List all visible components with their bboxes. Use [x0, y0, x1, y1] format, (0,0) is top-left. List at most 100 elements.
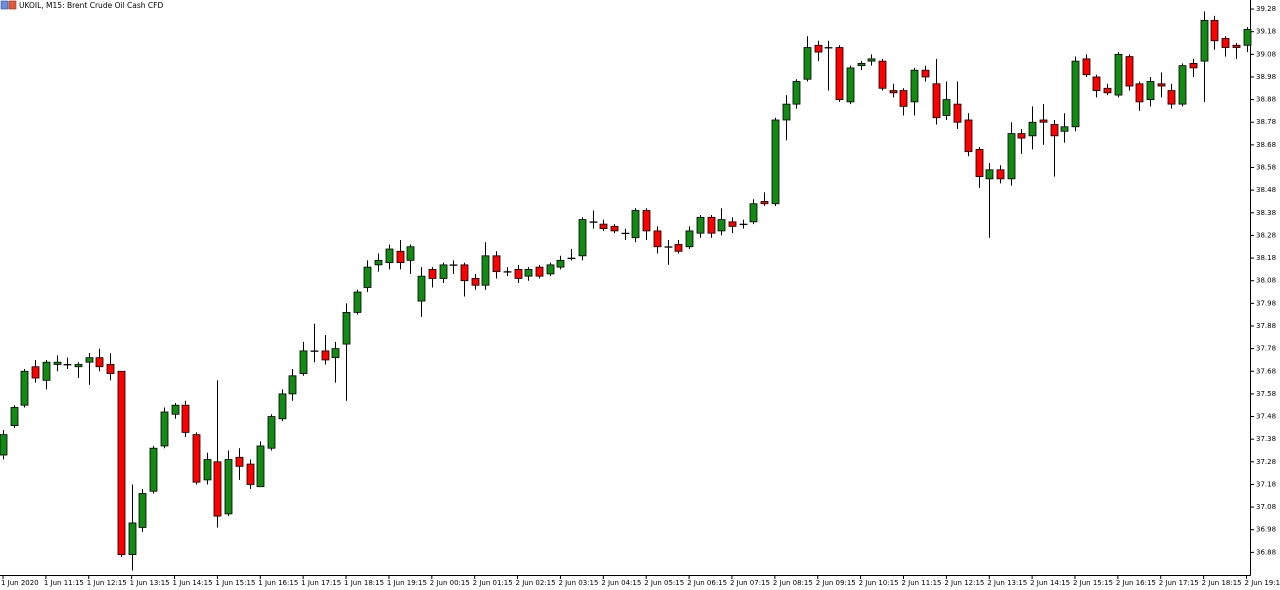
candle-body: [975, 149, 984, 177]
y-tick-label: 38.98: [1256, 73, 1276, 81]
candle-body: [610, 225, 619, 232]
candle-body: [921, 69, 930, 78]
candle-body: [331, 348, 340, 359]
candle-body: [985, 169, 994, 180]
y-tick-label: 38.08: [1256, 277, 1276, 285]
candle-body: [878, 60, 887, 89]
candle-body: [481, 255, 490, 286]
x-tick-label: 2 Jun 08:15: [773, 579, 813, 587]
candle-body: [942, 99, 951, 116]
candle-body: [363, 266, 372, 288]
candle-body: [674, 244, 683, 252]
candle-body: [353, 291, 362, 313]
candle-body: [267, 416, 276, 449]
candle-body: [63, 364, 72, 366]
candle-body: [1243, 29, 1252, 46]
y-tick-label: 37.08: [1256, 503, 1276, 511]
candle-body: [428, 268, 437, 279]
candle-body: [1082, 58, 1091, 76]
candle-body: [621, 232, 630, 235]
candle-body: [160, 411, 169, 447]
y-tick-label: 36.88: [1256, 548, 1276, 556]
candle-body: [396, 250, 405, 263]
y-tick-label: 39.28: [1256, 5, 1276, 13]
x-tick-label: 1 Jun 15:15: [215, 579, 255, 587]
candle-body: [578, 219, 587, 257]
candle-body: [707, 216, 716, 234]
x-tick-label: 2 Jun 16:15: [1116, 579, 1156, 587]
y-tick-label: 37.78: [1256, 345, 1276, 353]
candle-body: [824, 47, 833, 49]
candle-body: [138, 493, 147, 528]
candle-body: [449, 264, 458, 266]
candle-body: [42, 361, 51, 381]
x-tick-label: 2 Jun 02:15: [516, 579, 556, 587]
y-tick-label: 36.98: [1256, 526, 1276, 534]
candle-body: [503, 271, 512, 273]
x-tick-label: 2 Jun 03:15: [558, 579, 598, 587]
x-tick-label: 2 Jun 13:15: [987, 579, 1027, 587]
candle-body: [685, 230, 694, 248]
candle-body: [696, 216, 705, 234]
y-tick-label: 37.68: [1256, 367, 1276, 375]
candle-body: [589, 221, 598, 223]
candle-body: [74, 364, 83, 368]
candle-body: [1125, 56, 1134, 87]
x-tick-label: 2 Jun 09:15: [816, 579, 856, 587]
candle-body: [213, 461, 222, 517]
candle-body: [792, 81, 801, 105]
chart-title: UKOIL, M15: Brent Crude Oil Cash CFD: [19, 1, 163, 10]
candle-body: [749, 203, 758, 223]
x-tick-label: 2 Jun 06:15: [687, 579, 727, 587]
candle-body: [321, 350, 330, 361]
candle-body: [1114, 53, 1123, 96]
candle-body: [1092, 76, 1101, 91]
candle-body: [964, 119, 973, 153]
candle-body: [867, 58, 876, 62]
candle-body: [492, 255, 501, 273]
candle-body: [1050, 124, 1059, 137]
candle-body: [95, 357, 104, 368]
candle-body: [1189, 62, 1198, 69]
candle-body: [1200, 19, 1209, 62]
candle-body: [224, 459, 233, 515]
candle-body: [256, 445, 265, 488]
x-tick-label: 1 Jun 11:15: [44, 579, 84, 587]
x-tick-label: 1 Jun 18:15: [344, 579, 384, 587]
y-tick-label: 37.48: [1256, 413, 1276, 421]
candle-body: [728, 221, 737, 227]
x-tick-label: 2 Jun 12:15: [944, 579, 984, 587]
candle-body: [739, 223, 748, 226]
candle-body: [471, 278, 480, 286]
candle-body: [406, 246, 415, 261]
candle-body: [546, 264, 555, 275]
candle-body: [1167, 90, 1176, 105]
candle-body: [782, 103, 791, 121]
candle-body: [1007, 133, 1016, 180]
candle-body: [10, 407, 19, 426]
candle-body: [1157, 83, 1166, 87]
y-tick-label: 38.28: [1256, 231, 1276, 239]
candle-body: [1028, 121, 1037, 137]
candle-body: [385, 248, 394, 263]
candle-body: [181, 404, 190, 433]
candle-body: [814, 44, 823, 53]
candle-body: [899, 90, 908, 107]
x-tick-label: 2 Jun 17:15: [1159, 579, 1199, 587]
x-tick-label: 2 Jun 14:15: [1030, 579, 1070, 587]
candle-body: [149, 447, 158, 492]
candle-body: [1103, 87, 1112, 94]
candle-body: [889, 90, 898, 94]
y-tick-label: 38.18: [1256, 254, 1276, 262]
x-tick-label: 1 Jun 13:15: [130, 579, 170, 587]
x-tick-label: 2 Jun 15:15: [1073, 579, 1113, 587]
y-tick-label: 38.38: [1256, 209, 1276, 217]
candle-body: [631, 210, 640, 239]
candle-body: [932, 83, 941, 119]
candle-body: [171, 404, 180, 415]
candle-body: [235, 456, 244, 467]
candle-body: [128, 522, 137, 556]
candle-body: [514, 268, 523, 279]
